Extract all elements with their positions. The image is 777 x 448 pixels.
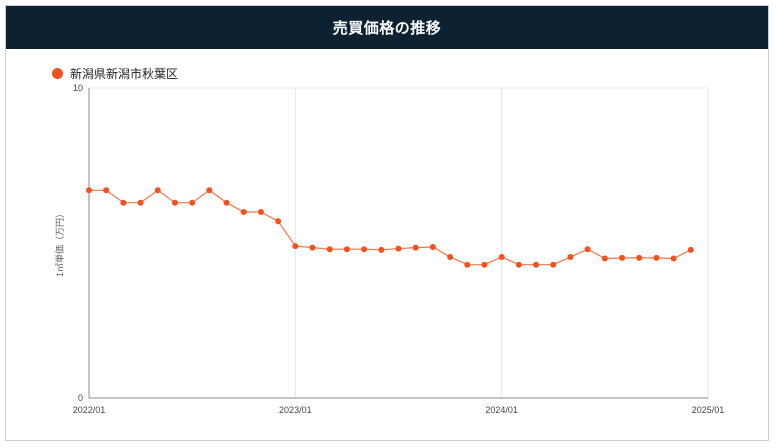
- data-point: [395, 245, 402, 252]
- data-point: [464, 261, 471, 268]
- legend[interactable]: 新潟県新潟市秋葉区: [52, 65, 178, 82]
- data-point: [584, 246, 591, 253]
- y-tick-label: 10: [73, 83, 83, 93]
- data-point: [619, 254, 626, 261]
- x-tick-label: 2022/01: [73, 405, 106, 415]
- legend-label: 新潟県新潟市秋葉区: [70, 67, 179, 81]
- data-point: [292, 243, 299, 250]
- chart-title: 売買価格の推移: [6, 6, 768, 49]
- data-point: [670, 255, 677, 262]
- data-point: [550, 261, 557, 268]
- chart-panel: 売買価格の推移 新潟県新潟市秋葉区: [5, 5, 769, 441]
- data-point: [429, 244, 436, 251]
- data-point: [515, 261, 522, 268]
- data-point: [206, 187, 213, 194]
- legend-marker: [52, 68, 63, 79]
- data-point: [86, 187, 92, 194]
- data-point: [171, 199, 178, 206]
- data-point: [481, 261, 488, 268]
- data-point: [326, 246, 333, 253]
- data-point: [240, 209, 247, 215]
- data-point: [447, 253, 454, 260]
- data-point: [343, 246, 350, 253]
- data-point: [687, 246, 694, 253]
- data-point: [120, 199, 127, 206]
- data-point: [275, 218, 282, 225]
- data-point: [412, 244, 419, 251]
- data-point: [309, 244, 316, 251]
- series-line: [89, 189, 692, 266]
- data-point: [533, 261, 540, 268]
- data-point: [378, 246, 385, 253]
- x-tick-label: 2023/01: [279, 405, 312, 415]
- data-point: [257, 209, 264, 215]
- data-point: [223, 199, 230, 206]
- y-tick-label: 0: [78, 393, 83, 403]
- data-point: [601, 255, 608, 262]
- data-point: [137, 199, 144, 206]
- data-point: [154, 187, 161, 194]
- data-point: [653, 254, 660, 261]
- data-point: [567, 253, 574, 260]
- y-axis-title: 1㎡単価（万円）: [54, 209, 65, 277]
- x-tick-label: 2025/01: [692, 405, 725, 415]
- data-point: [103, 187, 110, 194]
- data-point: [636, 254, 643, 261]
- data-point: [361, 246, 368, 253]
- x-tick-label: 2024/01: [485, 405, 518, 415]
- data-point: [498, 253, 505, 260]
- data-point: [189, 199, 196, 206]
